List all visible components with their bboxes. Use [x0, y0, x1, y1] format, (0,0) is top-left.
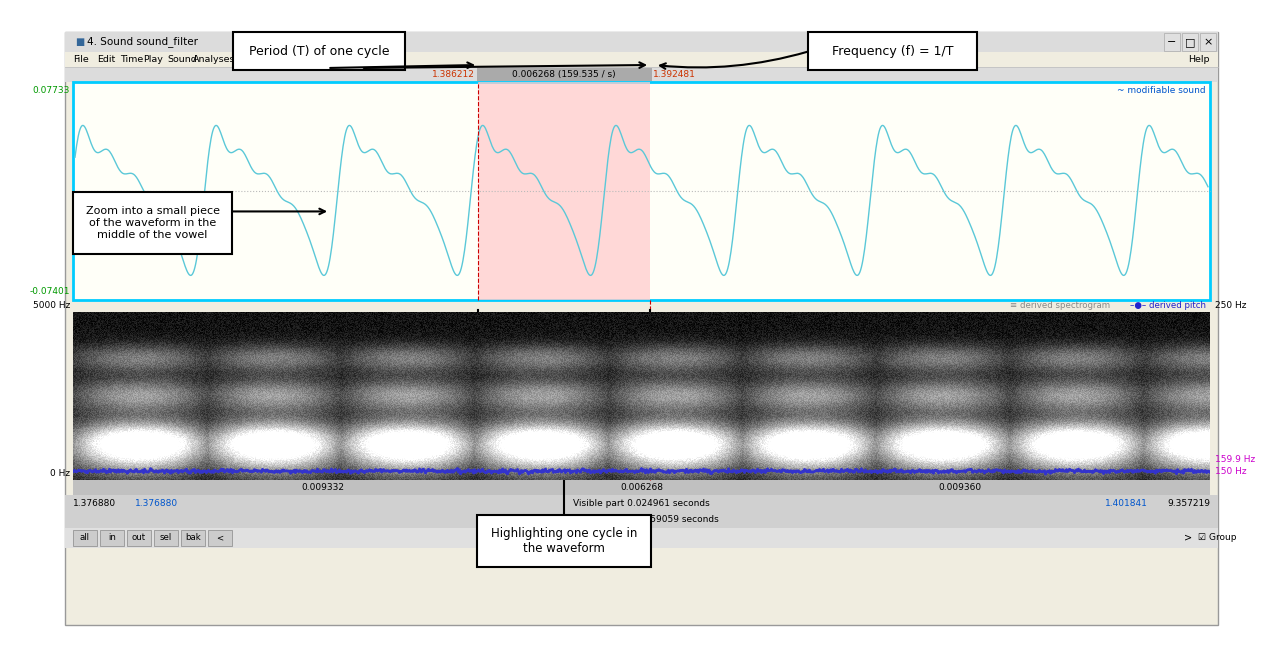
Bar [476, 68, 651, 81]
Text: 0.009332: 0.009332 [301, 483, 345, 492]
Bar [73, 530, 97, 546]
Text: ≡ derived spectrogram: ≡ derived spectrogram [1010, 301, 1110, 310]
Bar [208, 530, 232, 546]
Bar [73, 82, 1211, 300]
FancyBboxPatch shape [808, 32, 977, 70]
Bar [155, 530, 178, 546]
Text: -0.07401: -0.07401 [29, 287, 70, 296]
Text: File: File [73, 55, 88, 64]
Text: Visible part 0.024961 seconds: Visible part 0.024961 seconds [573, 499, 710, 508]
Text: out: out [132, 533, 146, 543]
Bar [65, 32, 1218, 52]
FancyBboxPatch shape [73, 192, 232, 254]
Text: 5000 Hz: 5000 Hz [33, 301, 70, 310]
Bar [1200, 33, 1216, 51]
Bar [100, 530, 124, 546]
Text: Period (T) of one cycle: Period (T) of one cycle [249, 44, 389, 58]
Text: 150 Hz: 150 Hz [1214, 467, 1246, 476]
Text: Frequency (f) = 1/T: Frequency (f) = 1/T [831, 44, 953, 58]
Text: 9.357219: 9.357219 [1167, 499, 1211, 508]
Bar [126, 530, 151, 546]
Text: 250 Hz: 250 Hz [1214, 301, 1246, 310]
Text: Edit: Edit [97, 55, 115, 64]
Text: Help: Help [1189, 55, 1211, 64]
Text: 4. Sound sound_filter: 4. Sound sound_filter [87, 37, 198, 48]
Bar [73, 312, 1211, 480]
Text: ~ modifiable sound: ~ modifiable sound [1117, 86, 1205, 95]
Bar [65, 52, 1218, 67]
Text: 0 Hz: 0 Hz [50, 469, 70, 478]
Bar [478, 82, 650, 300]
FancyBboxPatch shape [478, 515, 651, 567]
Text: Highlighting one cycle in
the waveform: Highlighting one cycle in the waveform [490, 527, 637, 555]
Text: □: □ [1185, 37, 1195, 47]
Text: −: − [1167, 37, 1176, 47]
Text: 0.009360: 0.009360 [939, 483, 982, 492]
Bar [73, 480, 1211, 495]
Bar [65, 512, 1218, 528]
FancyBboxPatch shape [232, 32, 405, 70]
Text: in: in [109, 533, 116, 543]
Bar [65, 67, 1218, 82]
Text: –●– derived pitch: –●– derived pitch [1130, 301, 1205, 310]
Bar [65, 495, 1218, 512]
Text: 0.07733: 0.07733 [33, 86, 70, 95]
Text: ×: × [1203, 37, 1213, 47]
Text: ☑ Group: ☑ Group [1198, 533, 1236, 543]
Text: all: all [80, 533, 89, 543]
Text: 0.006268 (159.535 / s): 0.006268 (159.535 / s) [512, 70, 616, 79]
Text: 1.376880: 1.376880 [135, 499, 178, 508]
Text: 159.9 Hz: 159.9 Hz [1214, 456, 1255, 464]
Text: 1.392481: 1.392481 [653, 70, 696, 79]
Text: >: > [1184, 533, 1191, 543]
Text: Total duration 10.759059 seconds: Total duration 10.759059 seconds [564, 515, 719, 525]
Text: 1.401841: 1.401841 [1105, 499, 1148, 508]
Text: Time: Time [120, 55, 143, 64]
Text: ants: ants [240, 55, 261, 64]
Text: 1.376880: 1.376880 [73, 499, 116, 508]
Text: 0.006268: 0.006268 [621, 483, 663, 492]
Text: Play: Play [143, 55, 163, 64]
Text: ■: ■ [75, 37, 84, 47]
Text: 1.386212: 1.386212 [432, 70, 475, 79]
Text: Pulses: Pulses [269, 55, 300, 64]
Bar [1183, 33, 1198, 51]
Text: <: < [216, 533, 223, 543]
Text: Zoom into a small piece
of the waveform in the
middle of the vowel: Zoom into a small piece of the waveform … [86, 206, 220, 240]
Bar [65, 32, 1218, 625]
Text: Sound: Sound [167, 55, 197, 64]
Bar [65, 528, 1218, 548]
Text: sel: sel [160, 533, 172, 543]
Text: bak: bak [185, 533, 200, 543]
Bar [1165, 33, 1180, 51]
Text: Analyses: Analyses [193, 55, 235, 64]
Bar [181, 530, 206, 546]
